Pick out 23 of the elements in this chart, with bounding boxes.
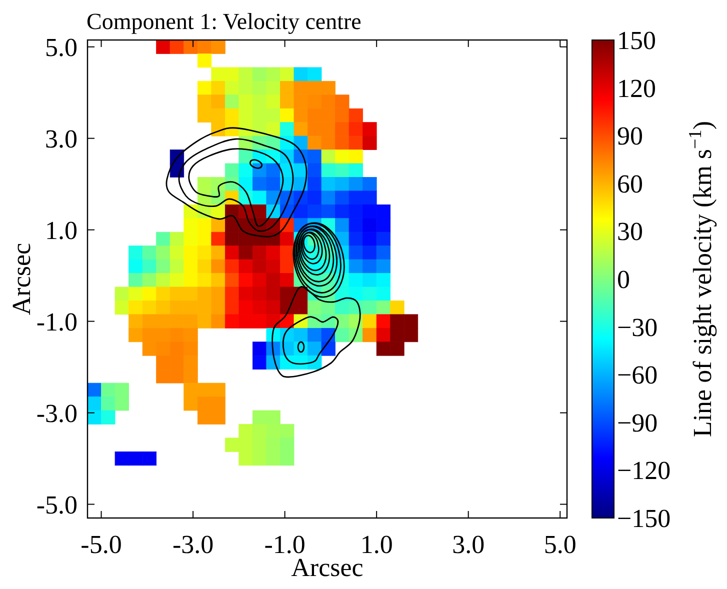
color-bar-label: 0	[617, 265, 630, 294]
chart-title: Component 1: Velocity centre	[86, 9, 362, 34]
color-bar-label: −150	[617, 504, 671, 533]
x-tick-label: -5.0	[80, 530, 122, 559]
x-tick-label: 5.0	[544, 530, 576, 559]
color-bar-label: 30	[617, 217, 643, 246]
y-tick-label: -5.0	[36, 490, 78, 520]
color-bar-label: 90	[617, 122, 643, 151]
y-tick-label: -3.0	[36, 398, 78, 428]
color-bar-label: −120	[617, 456, 671, 486]
color-bar-label: 60	[617, 169, 643, 198]
y-tick-label: 1.0	[45, 216, 78, 245]
color-bar-label: 150	[617, 26, 656, 55]
y-tick-label: 5.0	[45, 32, 78, 62]
color-bar-label: −90	[617, 408, 658, 438]
color-bar-label: −30	[617, 312, 658, 342]
y-tick-label: -1.0	[36, 307, 78, 336]
color-bar-label: 120	[617, 74, 656, 103]
x-tick-label: 3.0	[452, 530, 485, 559]
y-axis-title: Arcsec	[7, 242, 36, 316]
y-tick-label: 3.0	[45, 124, 78, 154]
color-bar-label: −60	[617, 360, 658, 390]
x-tick-label: -3.0	[172, 530, 214, 559]
